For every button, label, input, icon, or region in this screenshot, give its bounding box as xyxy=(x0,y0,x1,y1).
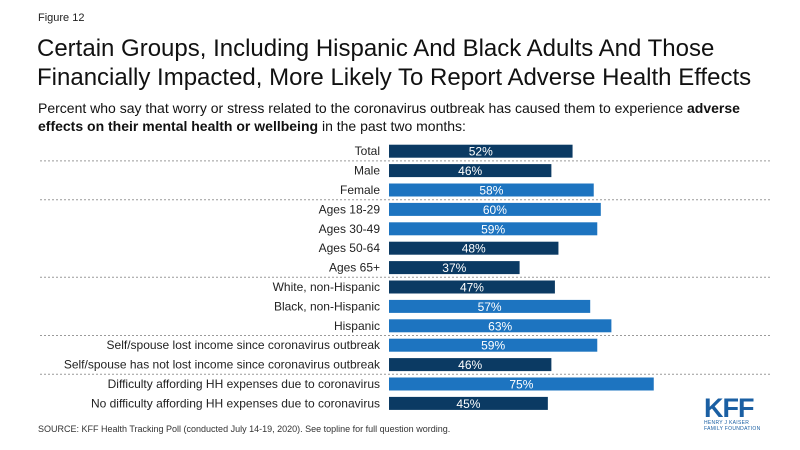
value-label: 59% xyxy=(481,339,505,353)
category-label: Black, non-Hispanic xyxy=(274,299,380,313)
category-label: Female xyxy=(340,183,380,197)
subtitle-prefix: Percent who say that worry or stress rel… xyxy=(38,100,687,116)
value-label: 59% xyxy=(481,222,505,236)
source-note: SOURCE: KFF Health Tracking Poll (conduc… xyxy=(38,424,451,434)
figure-label: Figure 12 xyxy=(38,12,85,24)
value-label: 47% xyxy=(460,281,484,295)
category-label: Hispanic xyxy=(334,319,380,333)
category-label: Total xyxy=(355,144,380,158)
value-label: 37% xyxy=(442,261,466,275)
bar xyxy=(389,377,654,391)
value-label: 45% xyxy=(456,397,480,411)
category-label: White, non-Hispanic xyxy=(273,280,380,294)
category-label: Ages 65+ xyxy=(329,261,380,275)
category-label: Difficulty affording HH expenses due to … xyxy=(108,377,380,391)
bar xyxy=(389,241,559,255)
category-label: Self/spouse has not lost income since co… xyxy=(64,358,381,372)
bar xyxy=(389,164,552,178)
category-label: No difficulty affording HH expenses due … xyxy=(91,396,380,410)
category-label: Ages 50-64 xyxy=(319,241,381,255)
bar-chart: Total 52% Male 46% Female 58% Ages 18-29 60% Age… xyxy=(40,144,770,411)
logo-mark: KFF xyxy=(704,393,754,423)
bar xyxy=(389,358,552,372)
value-label: 48% xyxy=(462,242,486,256)
subtitle-suffix: in the past two months: xyxy=(318,118,466,134)
category-label: Self/spouse lost income since coronaviru… xyxy=(107,338,381,352)
logo-line-1: HENRY J KAISER xyxy=(704,420,750,426)
value-label: 46% xyxy=(458,164,482,178)
category-label: Ages 30-49 xyxy=(319,222,381,236)
logo-line-2: FAMILY FOUNDATION xyxy=(704,426,761,432)
value-label: 52% xyxy=(469,145,493,159)
chart-title: Certain Groups, Including Hispanic And B… xyxy=(37,35,752,91)
value-label: 63% xyxy=(488,319,512,333)
bar xyxy=(389,319,612,333)
chart-subtitle: Percent who say that worry or stress rel… xyxy=(38,99,788,135)
bar xyxy=(389,280,555,294)
bar xyxy=(389,396,548,410)
bar xyxy=(389,144,573,158)
bar xyxy=(389,299,591,313)
kff-logo: KFF HENRY J KAISER FAMILY FOUNDATION xyxy=(704,393,774,433)
value-label: 57% xyxy=(478,300,502,314)
value-label: 60% xyxy=(483,203,507,217)
category-label: Ages 18-29 xyxy=(319,202,381,216)
bar xyxy=(389,202,601,216)
bar xyxy=(389,338,598,352)
bar xyxy=(389,183,594,197)
bar xyxy=(389,261,520,275)
category-label: Male xyxy=(354,164,380,178)
value-label: 58% xyxy=(479,184,503,198)
bar xyxy=(389,222,598,236)
value-label: 75% xyxy=(509,378,533,392)
value-label: 46% xyxy=(458,358,482,372)
subtitle-bold: adverse effects on their mental health o… xyxy=(38,100,740,134)
